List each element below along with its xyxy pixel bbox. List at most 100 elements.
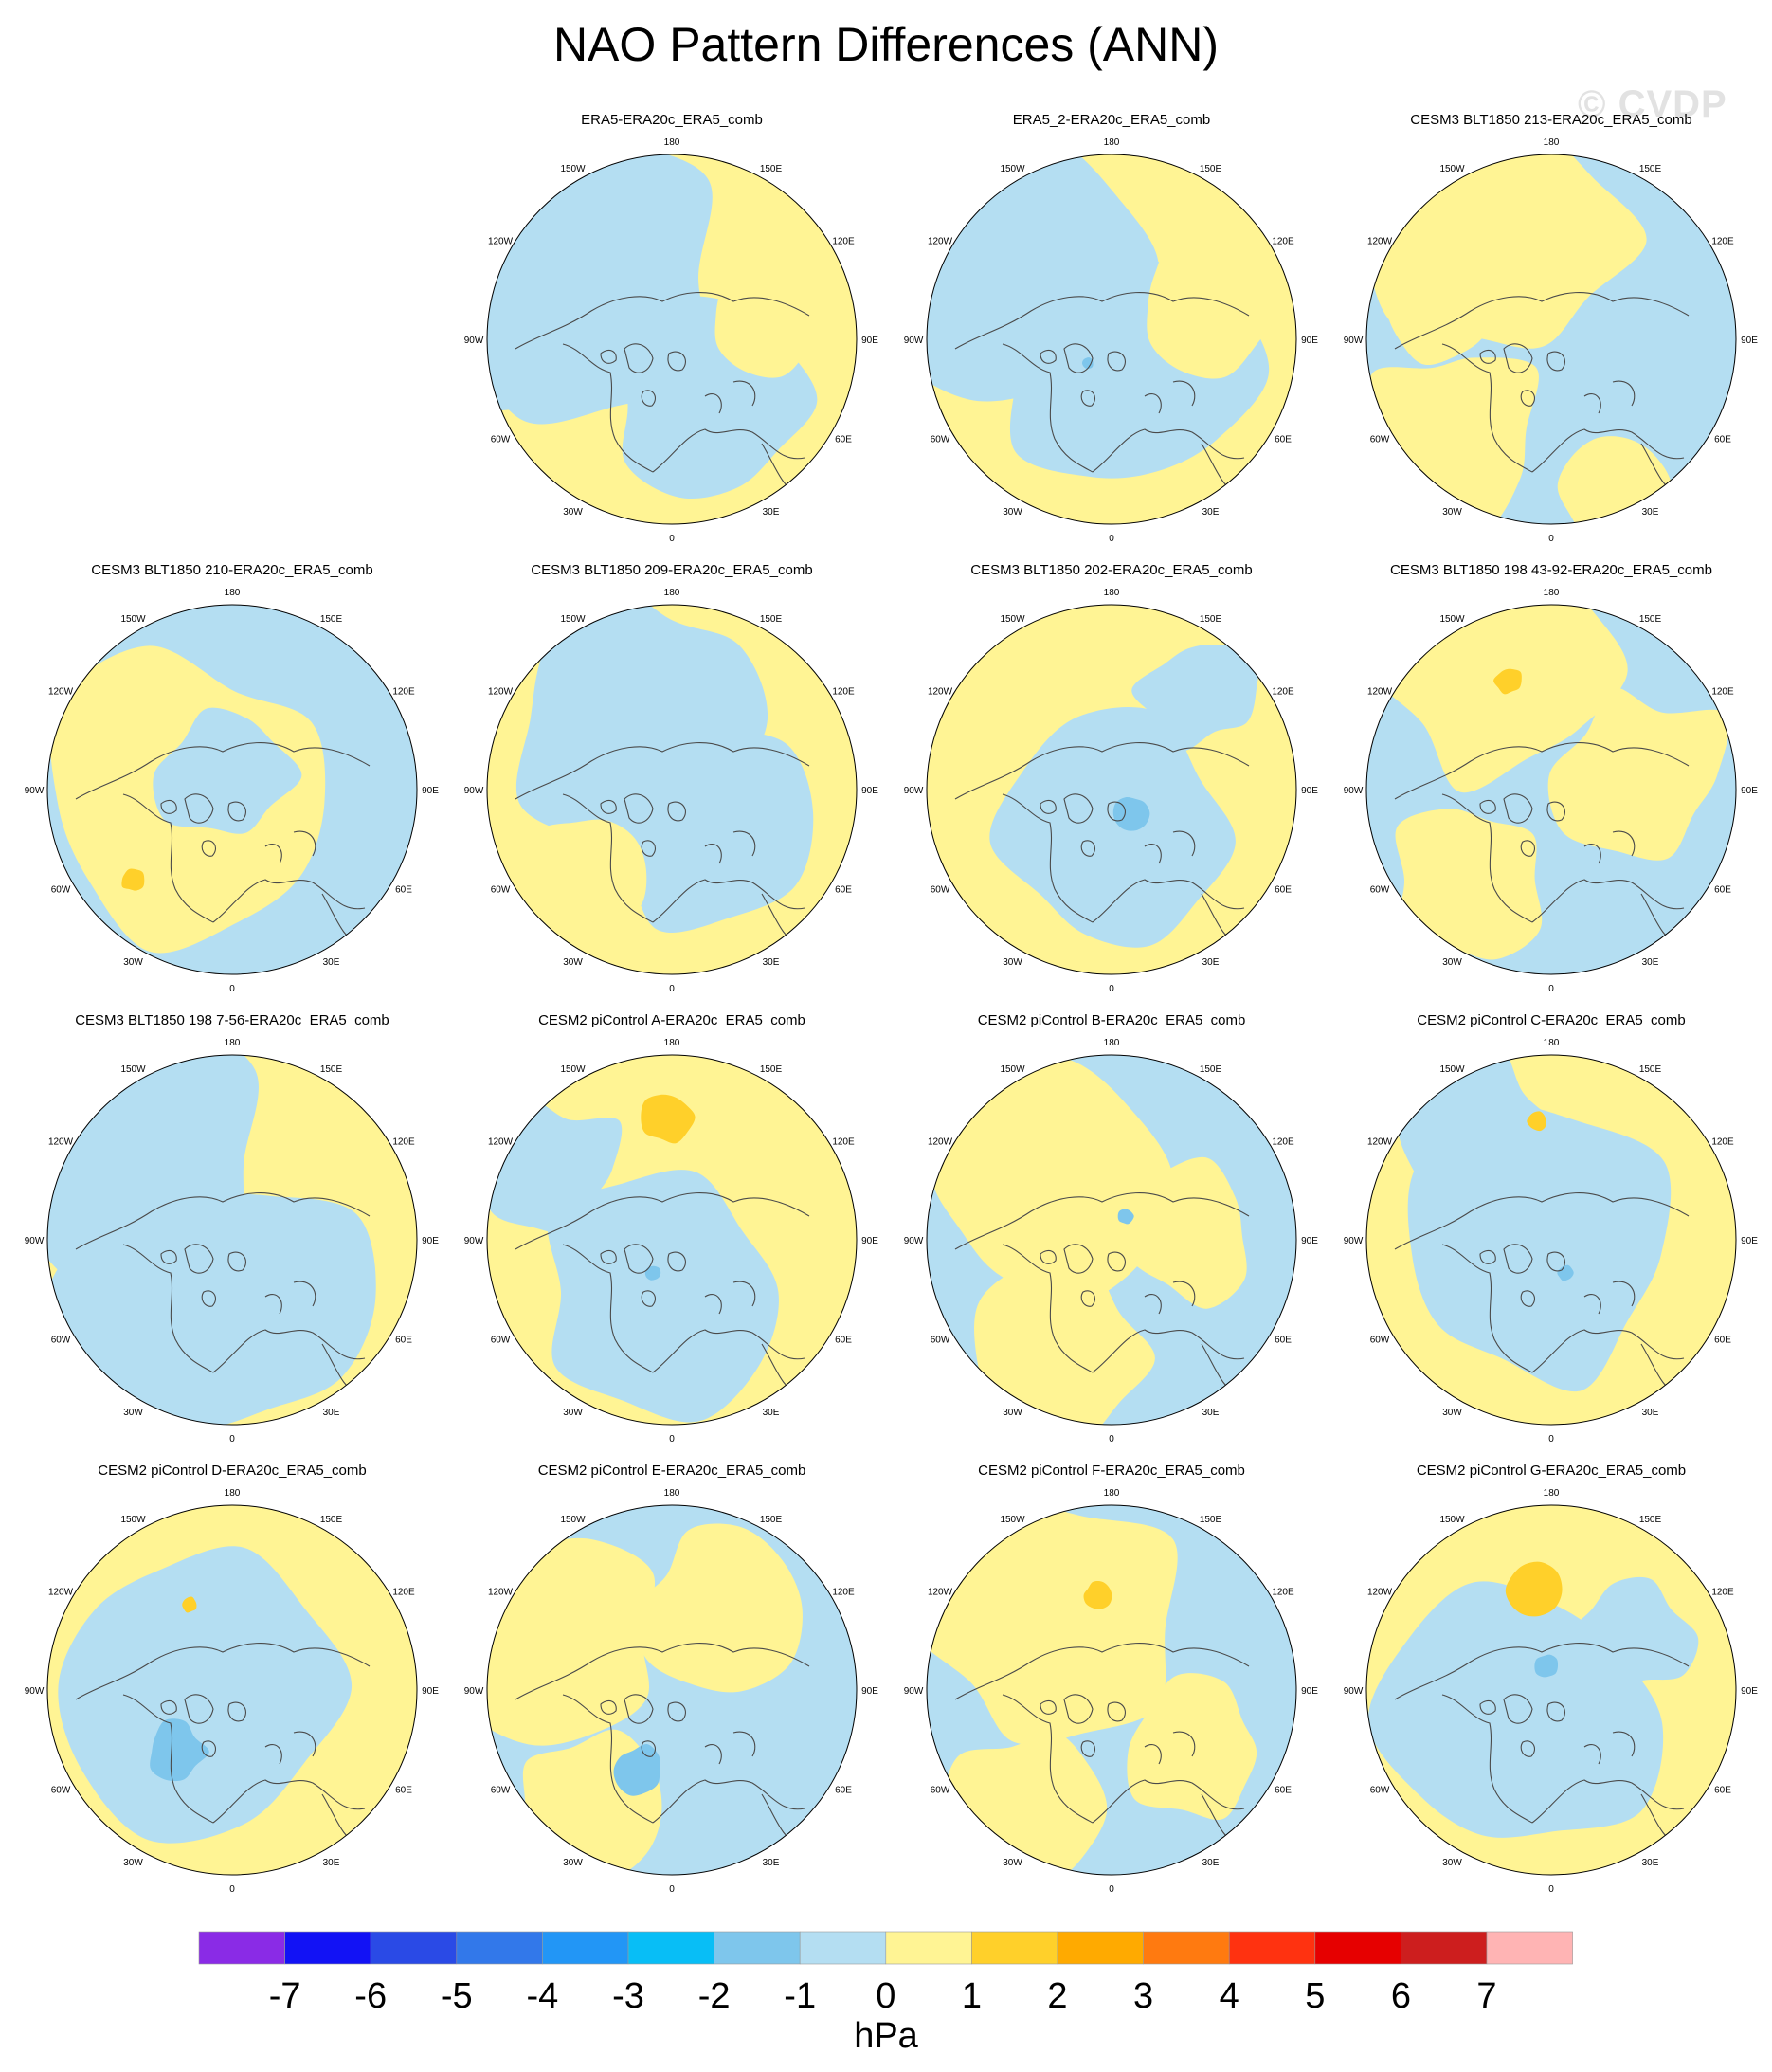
longitude-label: 90W <box>1344 336 1364 346</box>
longitude-label: 30W <box>1003 507 1022 518</box>
longitude-label: 90E <box>1741 1686 1758 1697</box>
longitude-label: 150W <box>560 1515 586 1525</box>
panel-title: CESM2 piControl D-ERA20c_ERA5_comb <box>98 1463 367 1479</box>
longitude-label: 60E <box>1275 1786 1292 1796</box>
coastlines <box>954 1643 1250 1847</box>
panel-title: CESM3 BLT1850 213-ERA20c_ERA5_comb <box>1410 112 1692 128</box>
panel-title: CESM3 BLT1850 198 43-92-ERA20c_ERA5_comb <box>1390 562 1712 578</box>
polar-map: 180 150E 120E 90E 60E 30E 0 30W 60W 90W 120W 150W <box>1344 137 1759 544</box>
colorbar-swatch <box>971 1931 1058 1965</box>
colorbar-swatch <box>284 1931 371 1965</box>
panel-title: CESM2 piControl G-ERA20c_ERA5_comb <box>1416 1463 1687 1479</box>
longitude-label: 180 <box>664 1038 680 1048</box>
colorbar-swatch <box>542 1931 629 1965</box>
colorbar-swatch <box>627 1931 714 1965</box>
colorbar-swatch <box>1228 1931 1316 1965</box>
negative-anomaly-region <box>1534 1654 1559 1678</box>
longitude-label: 30E <box>763 507 780 518</box>
longitude-label: 30E <box>1202 1858 1220 1868</box>
longitude-label: 150W <box>560 614 586 625</box>
longitude-label: 150W <box>1000 614 1025 625</box>
colorbar-swatch <box>1143 1931 1230 1965</box>
coastlines <box>515 292 810 497</box>
longitude-label: 120W <box>48 1588 74 1598</box>
longitude-label: 30W <box>1442 1858 1462 1868</box>
longitude-label: 150E <box>1639 614 1662 625</box>
longitude-label: 0 <box>669 984 675 994</box>
longitude-label: 120W <box>1367 1588 1393 1598</box>
map-panel: CESM3 BLT1850 210-ERA20c_ERA5_comb 180 150… <box>9 562 455 1008</box>
panel-title: CESM2 piControl A-ERA20c_ERA5_comb <box>538 1012 805 1028</box>
longitude-label: 150E <box>760 614 783 625</box>
negative-anomaly-region <box>58 1546 353 1844</box>
longitude-label: 150E <box>1639 164 1662 174</box>
map-panel: CESM3 BLT1850 213-ERA20c_ERA5_comb 180 150… <box>1329 112 1772 557</box>
longitude-label: 120E <box>1711 1137 1734 1148</box>
map-outline <box>46 1504 418 1876</box>
positive-anomaly-region <box>1527 1111 1546 1132</box>
coastlines <box>1394 742 1690 947</box>
colorbar-swatch <box>198 1931 285 1965</box>
longitude-label: 30E <box>323 1408 340 1418</box>
negative-anomaly-region <box>1131 645 1260 752</box>
colorbar-swatch <box>456 1931 543 1965</box>
panel-title: CESM2 piControl F-ERA20c_ERA5_comb <box>978 1463 1245 1479</box>
longitude-label: 150E <box>320 1515 343 1525</box>
colorbar-label: -4 <box>527 1976 559 2016</box>
longitude-label: 60E <box>1275 885 1292 896</box>
longitude-label: 180 <box>225 588 241 598</box>
longitude-label: 150E <box>1200 1064 1222 1075</box>
negative-anomaly-region <box>1082 357 1094 370</box>
longitude-label: 120W <box>488 687 514 698</box>
longitude-label: 120E <box>832 237 855 247</box>
map-outline <box>486 1054 858 1426</box>
panel-title: CESM2 piControl B-ERA20c_ERA5_comb <box>977 1012 1246 1028</box>
longitude-label: 0 <box>1548 1434 1554 1445</box>
map-panel: CESM3 BLT1850 202-ERA20c_ERA5_comb 180 150… <box>889 562 1334 1008</box>
map-panel: CESM2 piControl A-ERA20c_ERA5_comb 180 150… <box>449 1012 895 1458</box>
colorbar-swatch <box>714 1931 801 1965</box>
longitude-label: 120W <box>48 687 74 698</box>
longitude-label: 30W <box>123 1858 143 1868</box>
longitude-label: 60W <box>51 1786 71 1796</box>
map-outline <box>486 604 858 975</box>
longitude-label: 30E <box>1642 1408 1659 1418</box>
longitude-label: 60E <box>1275 435 1292 445</box>
coastlines <box>75 1643 371 1847</box>
panel-title: CESM3 BLT1850 198 7-56-ERA20c_ERA5_comb <box>75 1012 389 1028</box>
longitude-label: 90W <box>25 1686 45 1697</box>
longitude-label: 90E <box>422 786 439 796</box>
colorbar-label: -7 <box>269 1976 301 2016</box>
colorbar-label: 2 <box>1047 1976 1067 2016</box>
longitude-label: 180 <box>1544 1038 1560 1048</box>
map-outline <box>1365 604 1737 975</box>
longitude-label: 120E <box>1711 237 1734 247</box>
polar-map: 180 150E 120E 90E 60E 30E 0 30W 60W 90W 120W 150W <box>25 1038 440 1445</box>
longitude-label: 120W <box>1367 687 1393 698</box>
longitude-label: 150W <box>1000 1064 1025 1075</box>
positive-anomaly-region <box>182 1596 197 1613</box>
polar-map: 180 150E 120E 90E 60E 30E 0 30W 60W 90W 120W 150W <box>904 1038 1319 1445</box>
negative-anomaly-region <box>150 1718 209 1782</box>
positive-anomaly-region <box>927 1505 1178 1745</box>
longitude-label: 30E <box>1642 957 1659 968</box>
longitude-label: 60E <box>395 885 412 896</box>
negative-anomaly-region <box>1566 1576 1699 1686</box>
map-outline <box>46 604 418 975</box>
longitude-label: 90E <box>861 1236 878 1246</box>
map-outline <box>1365 1054 1737 1426</box>
panel-title: CESM3 BLT1850 210-ERA20c_ERA5_comb <box>91 562 373 578</box>
longitude-label: 30E <box>323 957 340 968</box>
positive-anomaly-region <box>634 1523 803 1693</box>
longitude-label: 30E <box>763 1858 780 1868</box>
longitude-label: 90E <box>861 1686 878 1697</box>
longitude-label: 150E <box>760 1515 783 1525</box>
polar-map: 180 150E 120E 90E 60E 30E 0 30W 60W 90W 120W 150W <box>904 588 1319 994</box>
longitude-label: 30E <box>763 1408 780 1418</box>
longitude-label: 150W <box>560 1064 586 1075</box>
longitude-label: 150W <box>1439 614 1465 625</box>
longitude-label: 30W <box>1442 507 1462 518</box>
longitude-label: 60W <box>931 885 950 896</box>
longitude-label: 60W <box>51 885 71 896</box>
longitude-label: 180 <box>664 1488 680 1499</box>
